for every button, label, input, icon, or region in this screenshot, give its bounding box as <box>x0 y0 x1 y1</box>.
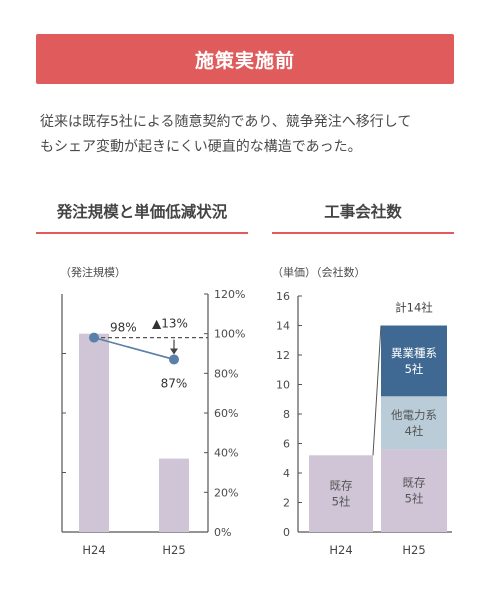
y-tick-label: 12 <box>276 349 290 362</box>
page-title: 施策実施前 <box>194 49 295 72</box>
right-axis-caption: （単価）（会社数） <box>272 265 366 279</box>
y-tick-label: 16 <box>276 290 290 303</box>
left-axis-ticks <box>62 353 66 473</box>
y-tick-label: 4 <box>283 467 290 480</box>
segment-label: 5社 <box>405 362 424 376</box>
right-axis-tick-label: 80% <box>214 367 238 380</box>
right-axis-tick-label: 40% <box>214 447 238 460</box>
intro-line-2: もシェア変動が起きにくい硬直的な構造であった。 <box>40 139 362 155</box>
left-section-title: 発注規模と単価低減状況 <box>56 203 228 221</box>
left-section-rule <box>36 232 248 234</box>
y-tick-label: 10 <box>276 379 290 392</box>
intro-line-1: 従来は既存5社による随意契約であり、競争発注へ移行して <box>40 114 412 130</box>
segment-label: 異業種系 <box>391 346 437 360</box>
stack-connector-line <box>372 325 382 456</box>
left-chart: （発注規模） 0% 20% 40% 60% 80% 100% 120% H24 H25 ▲13… <box>60 265 245 557</box>
y-tick-label: 0 <box>283 526 290 539</box>
stack-segment <box>381 325 447 397</box>
right-axis-tick-label: 20% <box>214 486 238 499</box>
right-axis-tick-label: 60% <box>214 407 238 420</box>
right-axis-tick-label: 100% <box>214 328 245 341</box>
y-tick-label: 2 <box>283 497 290 510</box>
stack-segment <box>309 455 373 532</box>
right-axis-tick-label: 0% <box>214 526 231 539</box>
x-axis-label: H24 <box>329 543 352 557</box>
segment-label: 5社 <box>405 492 424 506</box>
y-tick-label: 14 <box>276 320 290 333</box>
left-chart-x-labels: H24 H25 <box>82 543 185 557</box>
right-axis-tick-label: 120% <box>214 288 245 301</box>
right-chart-stacks <box>309 325 447 532</box>
price-line-points <box>89 332 179 365</box>
price-point <box>89 332 99 343</box>
down-arrow-icon <box>170 339 178 355</box>
segment-label: 4社 <box>405 424 424 438</box>
price-line-labels: 98% 87% <box>110 321 187 391</box>
segment-label: 既存 <box>330 479 353 493</box>
segment-label: 既存 <box>403 476 426 490</box>
segment-label: 他電力系 <box>391 408 437 422</box>
x-axis-label: H25 <box>402 543 425 557</box>
y-tick-label: 6 <box>283 438 290 451</box>
right-chart-x-labels: H24 H25 <box>329 543 425 557</box>
right-axis-ticks: 0% 20% 40% 60% 80% 100% 120% <box>204 288 245 539</box>
left-axis-caption: （発注規模） <box>60 265 126 279</box>
right-section-rule <box>272 232 454 234</box>
price-label: 98% <box>110 321 137 335</box>
page-title-banner: 施策実施前 <box>36 34 454 84</box>
total-label: 計14社 <box>395 301 433 315</box>
segment-label: 5社 <box>332 495 351 509</box>
right-section-title: 工事会社数 <box>324 203 402 221</box>
price-point <box>169 354 179 365</box>
volume-bar <box>79 333 109 532</box>
stack-segment <box>381 396 447 450</box>
price-line <box>93 336 175 361</box>
x-axis-label: H25 <box>162 543 185 557</box>
reduction-annotation: ▲13% <box>152 317 188 331</box>
y-tick-label: 8 <box>283 408 290 421</box>
stack-segment <box>381 449 447 532</box>
price-label: 87% <box>161 376 188 390</box>
intro-text: 従来は既存5社による随意契約であり、競争発注へ移行して もシェア変動が起きにくい… <box>40 110 460 160</box>
right-chart-y-ticks: 0 2 4 6 8 10 12 14 16 <box>276 290 302 539</box>
left-chart-bars <box>79 333 189 532</box>
x-axis-label: H24 <box>82 543 105 557</box>
volume-bar <box>159 458 189 532</box>
